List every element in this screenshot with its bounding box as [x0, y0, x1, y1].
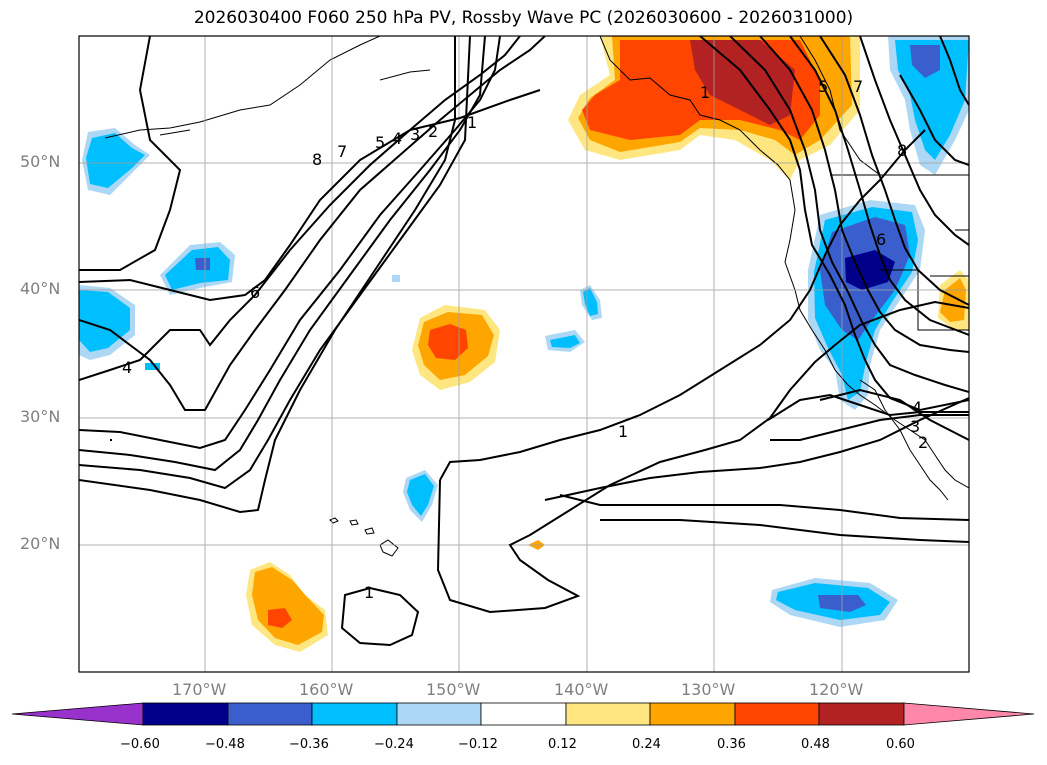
colorbar-tick-label: −0.24 [374, 737, 414, 752]
colorbar-segment [649, 702, 736, 726]
negative-anomaly-small-centers [145, 275, 898, 627]
colorbar-tick-label: 0.36 [717, 737, 746, 752]
colorbar-tick-label: −0.60 [120, 737, 160, 752]
lon-label: 130°W [681, 680, 736, 699]
lon-label: 120°W [809, 680, 864, 699]
colorbar-tick-label: 0.60 [886, 737, 915, 752]
colorbar-segment [311, 702, 398, 726]
contour-label: 2 [918, 433, 928, 452]
contour-label: 6 [876, 230, 886, 249]
plot-frame [78, 35, 970, 673]
colorbar-segment [396, 702, 482, 726]
colorbar-segment [142, 702, 229, 726]
colorbar-segment [227, 702, 313, 726]
contour-label: 5 [818, 77, 828, 96]
contour-label: 3 [410, 125, 420, 144]
contour-label: 1 [364, 583, 374, 602]
colorbar-tick-label: 0.24 [632, 737, 661, 752]
negative-anomaly-west [79, 128, 235, 360]
lon-label: 170°W [172, 680, 227, 699]
contour-label: 1 [467, 113, 477, 132]
lon-label: 160°W [299, 680, 354, 699]
lat-label: 40°N [20, 279, 61, 298]
contour-label: 7 [853, 77, 863, 96]
contour-label: 3 [910, 417, 920, 436]
colorbar-tick-label: 0.12 [548, 737, 577, 752]
lat-label: 50°N [20, 152, 61, 171]
positive-anomaly-south [246, 562, 328, 652]
colorbar-tick-label: 0.48 [801, 737, 830, 752]
contour-label: 5 [375, 133, 385, 152]
contour-label: 8 [897, 141, 907, 160]
colorbar-extend-high [903, 702, 1035, 726]
negative-anomaly-western-us [808, 200, 925, 410]
contour-label: 2 [428, 122, 438, 141]
gridlines [79, 36, 969, 672]
colorbar-segment [480, 702, 567, 726]
contour-label-group: 8 7 5 4 3 2 1 6 4 1 1 1 5 7 8 6 4 3 2 [122, 77, 928, 602]
contour-label: 4 [392, 129, 402, 148]
lat-label: 20°N [20, 534, 61, 553]
lon-label: 140°W [554, 680, 609, 699]
contour-label: 1 [618, 422, 628, 441]
colorbar [11, 702, 1035, 726]
positive-anomaly-central [412, 305, 500, 390]
contour-label: 6 [250, 283, 260, 302]
colorbar-tick-label: −0.48 [205, 737, 245, 752]
lon-label: 150°W [426, 680, 481, 699]
pv-contours [79, 36, 969, 647]
colorbar-segment [818, 702, 905, 726]
lat-label: 30°N [20, 407, 61, 426]
colorbar-tick-label: −0.12 [458, 737, 498, 752]
colorbar-segment [734, 702, 820, 726]
contour-label: 8 [312, 150, 322, 169]
contour-label: 4 [912, 398, 922, 417]
islands-hawaii [329, 517, 399, 557]
colorbar-extend-low [11, 702, 144, 726]
negative-anomaly-ne [888, 36, 969, 175]
positive-anomaly-east [938, 270, 969, 330]
colorbar-tick-label: −0.36 [289, 737, 329, 752]
map-title: 2026030400 F060 250 hPa PV, Rossby Wave … [193, 8, 854, 28]
contour-label: 7 [337, 142, 347, 161]
colorbar-segment [565, 702, 651, 726]
contour-label: 4 [122, 358, 132, 377]
contour-label: 1 [700, 83, 710, 102]
